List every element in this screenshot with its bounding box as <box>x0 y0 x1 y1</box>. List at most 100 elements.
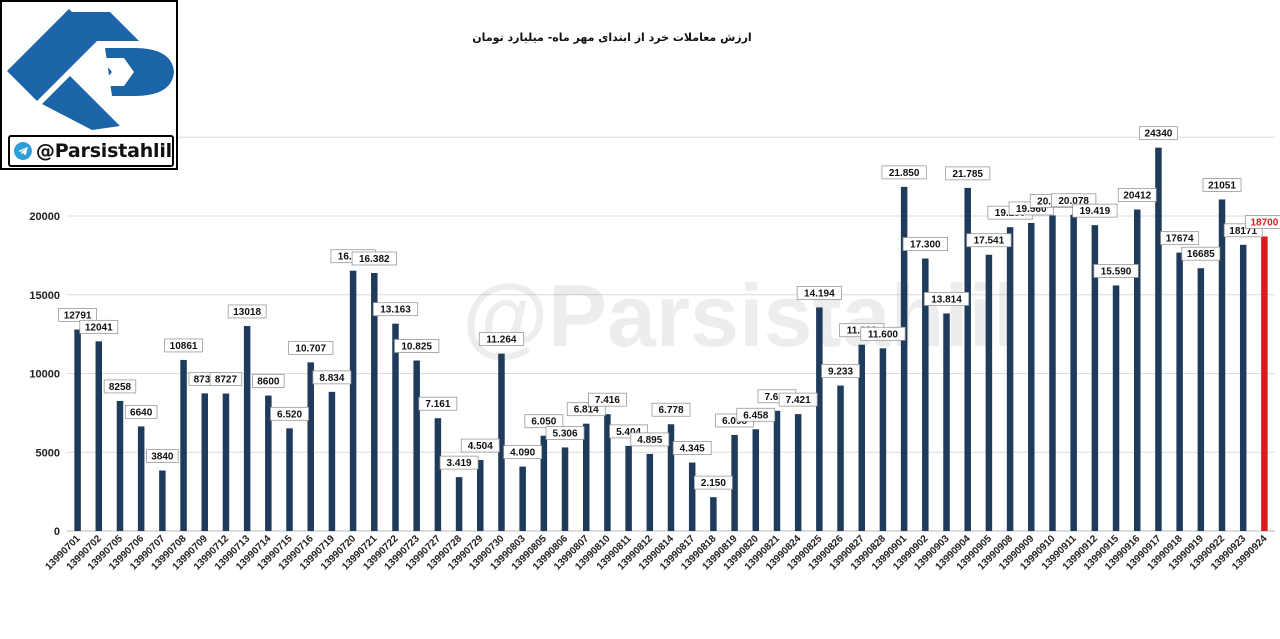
bar <box>985 254 993 531</box>
bar <box>1112 285 1120 531</box>
data-label-box <box>124 405 158 419</box>
y-tick-label: 5000 <box>36 447 60 459</box>
data-label-box <box>372 302 419 317</box>
bar <box>1176 252 1183 531</box>
bar <box>455 477 463 531</box>
bar <box>307 362 314 531</box>
bar <box>328 391 336 531</box>
data-label-box <box>1245 215 1280 229</box>
data-label: 3.419 <box>447 458 472 469</box>
data-label-box <box>693 475 733 490</box>
bar <box>794 414 802 531</box>
bar <box>243 325 251 531</box>
data-label: 17.541 <box>974 236 1005 247</box>
data-label: 21.785 <box>952 169 983 180</box>
data-label-box <box>796 286 842 300</box>
bar <box>1155 147 1162 531</box>
data-label-box <box>1093 264 1139 278</box>
logo-shape-bottom <box>42 76 120 130</box>
bar <box>900 186 908 532</box>
data-label-box <box>209 372 243 386</box>
data-label: 6.814 <box>574 405 599 416</box>
data-label: 20.078 <box>1058 196 1089 207</box>
bar <box>1070 214 1077 532</box>
telegram-icon <box>14 142 32 160</box>
watermark-text: @Parsistahlil <box>462 266 1017 365</box>
bar <box>858 344 865 531</box>
data-label: 15.590 <box>1101 266 1132 277</box>
data-label: 19.560 <box>1016 204 1047 215</box>
data-label-box <box>902 237 948 251</box>
data-label: 10861 <box>170 341 198 352</box>
bar <box>561 447 569 531</box>
bar <box>95 341 103 531</box>
data-label: 6640 <box>130 407 153 418</box>
data-label-box <box>923 292 970 306</box>
data-label: 21051 <box>1208 180 1236 191</box>
bar <box>922 258 929 531</box>
data-label: 8739 <box>194 374 217 385</box>
bar <box>222 393 230 531</box>
data-label: 19.419 <box>1080 206 1111 217</box>
data-label: 7.416 <box>595 395 620 406</box>
data-label: 6.458 <box>743 410 768 421</box>
data-label: 5.306 <box>553 428 578 439</box>
data-label-box <box>270 406 309 421</box>
data-label: 4.504 <box>468 441 493 452</box>
bar <box>413 360 420 531</box>
data-label-box <box>778 392 818 407</box>
bar <box>964 187 971 532</box>
data-label: 12041 <box>85 322 113 333</box>
data-label: 18700 <box>1250 217 1278 228</box>
bar <box>1218 199 1226 531</box>
data-label: 3840 <box>151 452 174 463</box>
data-label: 6.778 <box>658 405 683 416</box>
bar <box>688 462 696 531</box>
data-label: 13.814 <box>931 294 962 305</box>
logo-shape-top <box>65 12 139 41</box>
bar <box>392 323 399 531</box>
bar <box>731 434 738 531</box>
bar <box>1049 215 1056 532</box>
data-label: 17.300 <box>910 240 941 251</box>
data-label: 20412 <box>1123 191 1151 202</box>
logo-cut <box>100 58 134 86</box>
telegram-handle-badge: @Parsistahlil <box>8 135 174 167</box>
data-label-box <box>79 319 119 334</box>
bar <box>477 460 484 531</box>
data-label: 13.163 <box>380 305 411 316</box>
bar <box>773 410 781 531</box>
data-label-box <box>103 379 137 394</box>
data-label: 18171 <box>1229 226 1257 237</box>
data-label-box <box>966 233 1012 248</box>
data-label: 11.600 <box>868 329 898 340</box>
data-label: 12791 <box>64 311 92 322</box>
data-label-box <box>881 165 927 180</box>
data-label-box <box>164 338 203 353</box>
bar <box>137 426 145 531</box>
telegram-handle: @Parsistahlil <box>35 140 172 162</box>
data-label: 5.404 <box>616 427 641 438</box>
bar <box>1133 209 1141 532</box>
bar <box>159 470 166 531</box>
data-label: 4.090 <box>510 448 535 459</box>
data-label: 7.633 <box>764 392 789 403</box>
x-axis-ticks: 1399070113990702139907051399070613990707… <box>43 533 1269 573</box>
bar <box>1197 268 1205 531</box>
data-label: 24340 <box>1145 129 1173 140</box>
data-label: 8.834 <box>319 373 344 384</box>
bar <box>604 414 611 531</box>
data-label-box <box>503 445 543 459</box>
data-label: 13018 <box>233 307 261 318</box>
data-label: 17674 <box>1166 234 1194 245</box>
data-label-box <box>630 432 670 447</box>
bar <box>265 395 272 531</box>
bar <box>1091 225 1099 531</box>
bar <box>349 270 357 531</box>
bar <box>752 429 760 531</box>
data-label: 8258 <box>109 382 132 393</box>
parsistahlil-logo-icon <box>7 9 174 130</box>
y-tick-label: 0 <box>54 526 60 538</box>
